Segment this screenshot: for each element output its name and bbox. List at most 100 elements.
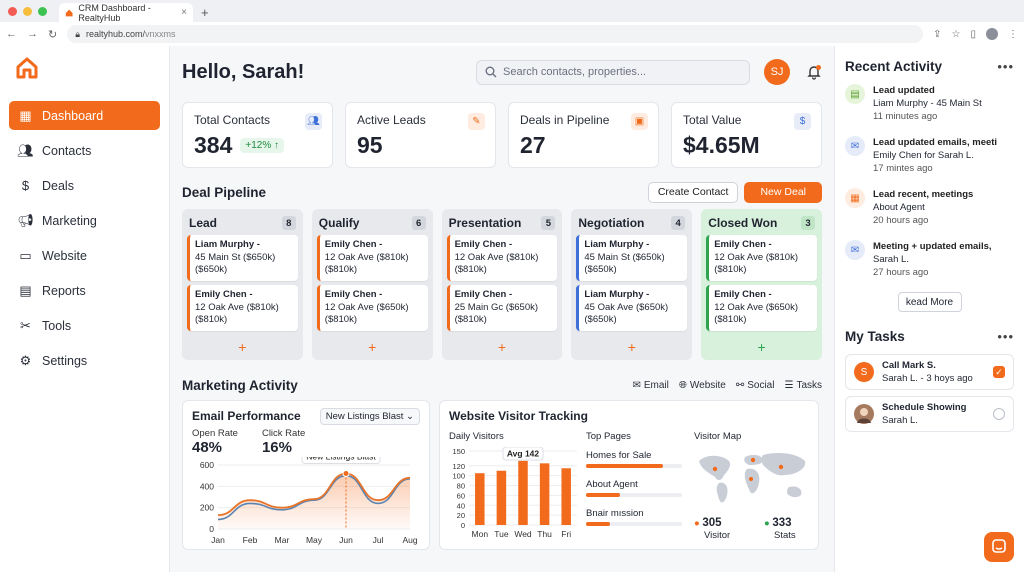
deal-address: 45 Main St ($650k) [584, 251, 665, 263]
deal-card[interactable]: Liam Murphy -45 Main St ($650k) ($650k) [576, 235, 688, 281]
deal-card[interactable]: Emily Chen -12 Oak Ave ($810k) ($810k) [706, 235, 817, 281]
add-deal-button[interactable]: + [627, 339, 636, 355]
user-avatar[interactable]: SJ [764, 59, 790, 85]
column-count-badge: 5 [541, 216, 556, 230]
activity-more-icon[interactable]: ••• [997, 58, 1014, 74]
task-item[interactable]: Schedule Showing Sarah L. [845, 396, 1014, 432]
sidebar-item-contacts[interactable]: 👥︎ Contacts [9, 136, 160, 165]
search-input[interactable]: Search contacts, properties... [476, 59, 750, 85]
tab-social[interactable]: ⚯ Social [735, 379, 775, 391]
activity-item[interactable]: ▤ Lead updated Liam Murphy - 45 Main St 11 … [845, 84, 1014, 126]
top-page-item[interactable]: About Agent [586, 479, 682, 497]
task-item[interactable]: S Call Mark S. Sarah L. - 3 hoys ago ✓ [845, 354, 1014, 390]
chevron-down-icon: ⌄ [406, 411, 414, 422]
sidepanel-icon[interactable]: ▯ [970, 28, 976, 40]
close-window-button[interactable] [8, 6, 17, 16]
close-tab-icon[interactable]: × [181, 7, 187, 18]
tab-tasks[interactable]: ☰ Tasks [784, 379, 822, 391]
bar[interactable] [561, 468, 571, 525]
kpi-card-total-contacts[interactable]: Total Contacts 384 +12% ↑ 👥︎ [182, 102, 333, 168]
kpi-card-active-leads[interactable]: Active Leads 95 ✎ [345, 102, 496, 168]
maximize-window-button[interactable] [38, 6, 47, 16]
new-tab-button[interactable]: + [201, 5, 209, 20]
deal-address: 45 Main St ($650k) [195, 251, 276, 263]
bar[interactable] [496, 470, 507, 525]
add-deal-button[interactable]: + [238, 339, 247, 355]
dollar-icon: $ [794, 113, 811, 130]
deal-card[interactable]: Emily Chen -25 Main Gc ($650k) ($810k) [446, 285, 558, 331]
tasks-more-icon[interactable]: ••• [997, 328, 1014, 344]
kpi-card-deals-in-pipeline[interactable]: Deals in Pipeline 27 ▣ [508, 102, 659, 168]
sidebar-item-dashboard[interactable]: ▦ Dashboard [9, 101, 160, 130]
load-more-button[interactable]: kead More [897, 292, 962, 312]
visitor-stat: ● 305 Visitor [694, 517, 731, 541]
address-bar[interactable]: 🔒︎ realtyhub.com/vnxxms [67, 25, 924, 43]
deal-card[interactable]: Emily Chen -12 Oak Ave ($650k) ($810k) [316, 285, 428, 331]
activity-item[interactable]: ▦ Lead recent, meetings About Agent 20 hour… [845, 188, 1014, 230]
activity-item[interactable]: ✉ Meeting + updated emails, Sarah L. 27 hou… [845, 240, 1014, 282]
deal-value: ($810k) [454, 264, 487, 275]
bar[interactable] [518, 460, 528, 525]
bookmark-star-icon[interactable]: ☆ [951, 28, 961, 40]
right-panel: Recent Activity ••• ▤ Lead updated Liam Mu… [834, 46, 1024, 572]
sidebar-item-deals[interactable]: $ Deals [9, 171, 160, 200]
browser-menu-icon[interactable]: ⋮ [1008, 28, 1018, 40]
forward-icon[interactable]: → [27, 28, 38, 40]
visitor-map[interactable] [693, 447, 811, 509]
deal-contact: Emily Chen - [714, 289, 772, 300]
task-checkbox[interactable]: ✓ [993, 366, 1005, 378]
realtyhub-logo-icon[interactable] [15, 56, 39, 80]
tab-website[interactable]: 🌐︎ Website [678, 379, 726, 391]
deal-card[interactable]: Emily Chen -12 Oak Ave ($650k) ($810k) [706, 285, 817, 331]
deal-card[interactable]: Emily Chen -12 Oak Ave ($810k) ($810k) [187, 285, 298, 331]
x-tick-label: Jan [211, 535, 225, 545]
deal-card[interactable]: Liam Murphy -45 Main St ($650k) ($650k) [187, 235, 298, 281]
kpi-value: 27 [520, 132, 546, 158]
new-deal-button[interactable]: New Deal [744, 181, 822, 203]
activity-detail: Emily Chen for Sarah L. [873, 150, 974, 161]
share-icon[interactable]: ⇪ [933, 28, 942, 40]
kpi-value: $4.65M [683, 132, 760, 158]
activity-title: Lead recent, meetings [873, 189, 974, 200]
top-page-item[interactable]: Homes for Sale [586, 450, 682, 468]
profile-icon[interactable] [986, 28, 998, 40]
click-rate-label: Click Rate [261, 428, 306, 439]
kpi-label: Active Leads [357, 113, 426, 127]
tab-email[interactable]: ✉ Email [632, 379, 669, 391]
add-deal-button[interactable]: + [368, 339, 377, 355]
sidebar-item-settings[interactable]: ⚙ Settings [9, 346, 160, 375]
deal-address: 12 Oak Ave ($810k) [324, 251, 409, 263]
deal-card[interactable]: Emily Chen -12 Oak Ave ($810k) ($810k) [316, 235, 428, 281]
top-page-item[interactable]: Bnair mıssion [586, 508, 682, 526]
create-contact-button[interactable]: Create Contact [647, 181, 739, 203]
task-checkbox[interactable] [993, 408, 1005, 420]
deal-card[interactable]: Liam Murphy -45 Oak Ave ($650k) ($650k) [576, 285, 688, 331]
deal-card[interactable]: Emily Chen -12 Oak Ave ($810k) ($810k) [446, 235, 558, 281]
reload-icon[interactable]: ↻ [48, 28, 58, 41]
add-deal-button[interactable]: + [757, 339, 766, 355]
chat-button[interactable] [984, 532, 1014, 562]
minimize-window-button[interactable] [23, 6, 32, 16]
bar[interactable] [539, 463, 550, 525]
campaign-select[interactable]: New Listings Blast ⌄ [319, 408, 420, 425]
sidebar-item-marketing[interactable]: 📢︎ Marketing [9, 206, 160, 235]
kpi-card-total-value[interactable]: Total Value $4.65M $ [671, 102, 822, 168]
browser-tab[interactable]: CRM Dashboard - RealtyHub × [59, 3, 193, 23]
notifications-button[interactable] [806, 64, 822, 80]
sidebar-item-label: Dashboard [42, 108, 104, 123]
y-tick-label: 80 [457, 482, 465, 491]
bar[interactable] [475, 473, 485, 525]
kpi-label: Total Contacts [194, 113, 271, 127]
favicon-icon [65, 9, 73, 16]
activity-item[interactable]: ✉ Lead updated emails, meeti Emily Chen fo… [845, 136, 1014, 178]
deal-address: 25 Main Gc ($650k) [454, 301, 539, 313]
sidebar-item-reports[interactable]: ▤ Reports [9, 276, 160, 305]
people-icon: 👥︎ [305, 113, 322, 130]
sidebar-item-website[interactable]: ▭ Website [9, 241, 160, 270]
add-deal-button[interactable]: + [497, 339, 507, 355]
pipeline-title: Deal Pipeline [182, 184, 267, 200]
back-icon[interactable]: ← [6, 28, 17, 40]
highlight-point[interactable] [342, 470, 350, 478]
sidebar-item-tools[interactable]: ✂ Tools [9, 311, 160, 340]
